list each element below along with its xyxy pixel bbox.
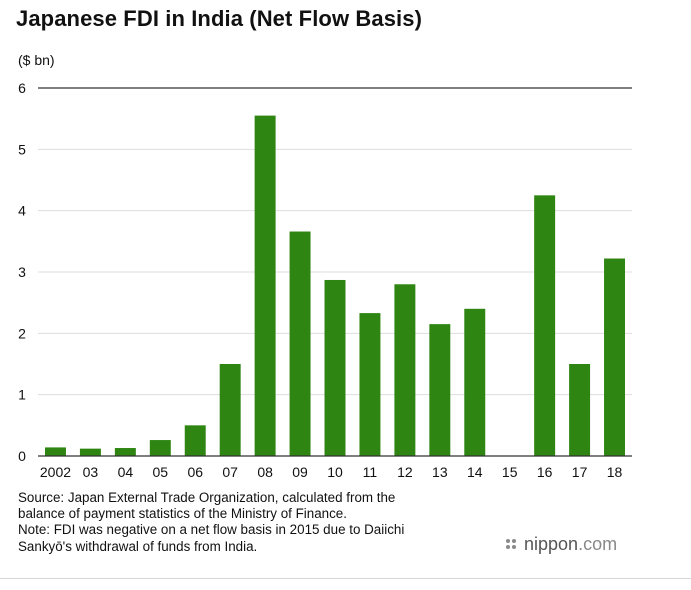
bar bbox=[114, 448, 136, 456]
nippon-brand-logo: nippon .com bbox=[506, 534, 617, 555]
bar bbox=[79, 448, 101, 456]
bar bbox=[289, 231, 311, 456]
x-tick-label: 17 bbox=[572, 464, 588, 480]
nippon-logo-dots-icon bbox=[506, 538, 518, 552]
y-tick-label: 4 bbox=[18, 203, 26, 219]
y-tick-label: 2 bbox=[18, 325, 26, 341]
x-tick-label: 04 bbox=[118, 464, 134, 480]
brand-suffix: .com bbox=[578, 534, 618, 554]
x-tick-label: 16 bbox=[537, 464, 553, 480]
bar bbox=[394, 284, 416, 456]
footer-divider bbox=[0, 578, 691, 579]
x-tick-label: 2002 bbox=[40, 464, 71, 480]
source-line-1: Source: Japan External Trade Organizatio… bbox=[18, 490, 396, 505]
bar bbox=[359, 313, 381, 456]
x-tick-label: 11 bbox=[363, 464, 378, 480]
x-tick-label: 15 bbox=[502, 464, 518, 480]
bar bbox=[219, 364, 241, 456]
x-tick-label: 12 bbox=[397, 464, 413, 480]
bar bbox=[44, 447, 66, 456]
y-tick-label: 1 bbox=[18, 387, 26, 403]
note-line-1: Note: FDI was negative on a net flow bas… bbox=[18, 522, 405, 538]
y-tick-label: 5 bbox=[18, 141, 26, 157]
note-line-2: Sankyō's withdrawal of funds from India. bbox=[18, 538, 258, 554]
x-tick-label: 05 bbox=[153, 464, 169, 480]
chart-notes: Source: Japan External Trade Organizatio… bbox=[18, 490, 404, 555]
bar bbox=[149, 440, 171, 456]
y-tick-label: 3 bbox=[18, 264, 26, 280]
x-tick-label: 08 bbox=[257, 464, 273, 480]
bar bbox=[534, 195, 556, 457]
y-tick-label: 6 bbox=[18, 80, 26, 96]
chart-title: Japanese FDI in India (Net Flow Basis) bbox=[16, 6, 422, 31]
bar bbox=[569, 364, 591, 456]
bar bbox=[184, 425, 206, 456]
x-tick-label: 14 bbox=[467, 464, 483, 480]
x-tick-label: 07 bbox=[222, 464, 238, 480]
brand-name: nippon bbox=[524, 534, 579, 554]
x-tick-label: 06 bbox=[187, 464, 203, 480]
x-tick-label: 09 bbox=[292, 464, 308, 480]
x-tick-label: 03 bbox=[83, 464, 99, 480]
bar bbox=[254, 115, 276, 456]
y-axis-unit-label: ($ bn) bbox=[18, 52, 55, 68]
bar bbox=[324, 279, 346, 456]
y-tick-label: 0 bbox=[18, 448, 26, 464]
x-tick-label: 13 bbox=[432, 464, 448, 480]
x-tick-label: 10 bbox=[327, 464, 343, 480]
bar bbox=[464, 308, 486, 456]
source-line-2: balance of payment statistics of the Min… bbox=[18, 506, 347, 522]
bar bbox=[429, 324, 451, 456]
x-tick-label: 18 bbox=[607, 464, 623, 480]
bar bbox=[604, 258, 626, 456]
